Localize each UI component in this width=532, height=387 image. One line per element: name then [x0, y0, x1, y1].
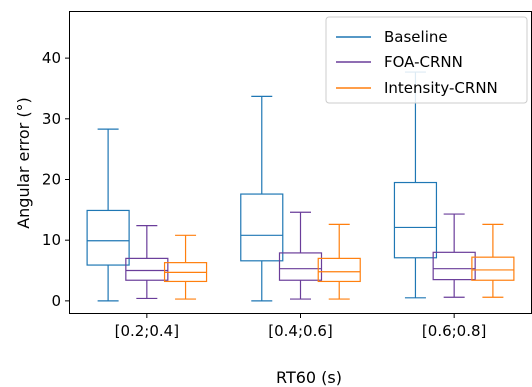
box-foa-crnn [125, 225, 169, 300]
box-baseline [393, 71, 438, 299]
x-tick-label: [0.4;0.6] [268, 322, 332, 340]
box-baseline [240, 95, 284, 302]
iqr-box [432, 251, 476, 281]
box-intensity-crnn [163, 234, 208, 300]
box-foa-crnn [278, 211, 323, 300]
legend-label-foa-crnn: FOA-CRNN [384, 53, 463, 71]
iqr-box [317, 257, 361, 283]
y-axis-ticks: 0 10 20 30 40 [42, 49, 70, 310]
iqr-box [240, 193, 284, 262]
y-tick-label: 0 [51, 292, 61, 310]
y-axis-title: Angular error (°) [14, 97, 33, 229]
y-tick-label: 10 [42, 231, 61, 249]
legend-frame [325, 16, 528, 104]
iqr-box [278, 252, 323, 281]
box-baseline [86, 128, 130, 302]
iqr-box [86, 209, 130, 266]
iqr-box [471, 256, 515, 281]
box-foa-crnn [432, 213, 476, 298]
iqr-box [393, 181, 438, 259]
legend: Baseline FOA-CRNN Intensity-CRNN [325, 16, 528, 104]
x-axis-title: RT60 (s) [276, 368, 342, 387]
x-axis-ticks: [0.2;0.4] [0.4;0.6] [0.6;0.8] [115, 313, 486, 340]
box-intensity-crnn [317, 223, 361, 300]
legend-label-baseline: Baseline [384, 28, 448, 46]
box-series-group [86, 71, 515, 302]
legend-label-intensity-crnn: Intensity-CRNN [384, 79, 498, 97]
box-intensity-crnn [471, 223, 515, 298]
y-tick-label: 30 [42, 110, 61, 128]
x-tick-label: [0.2;0.4] [115, 322, 179, 340]
x-tick-label: [0.6;0.8] [422, 322, 486, 340]
y-tick-label: 40 [42, 49, 61, 67]
y-tick-label: 20 [42, 170, 61, 188]
iqr-box [125, 257, 169, 281]
